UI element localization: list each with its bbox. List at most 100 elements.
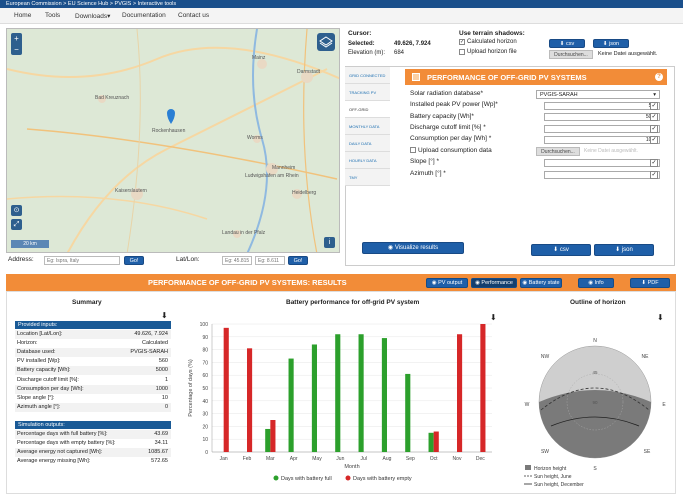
visualize-button[interactable]: ◉ Visualize results: [362, 242, 464, 254]
upload-horizon-checkbox[interactable]: [459, 49, 465, 55]
lon-input[interactable]: [255, 256, 285, 265]
row-value: 1: [164, 376, 168, 383]
battery-input[interactable]: 5000: [544, 113, 660, 121]
nav-tools[interactable]: Tools: [45, 12, 61, 19]
y-tick-label: 80: [202, 348, 208, 354]
bar-empty-nov: [457, 334, 463, 452]
lat-input[interactable]: [222, 256, 252, 265]
table-row: Consumption per day [Wh]: 1000: [15, 384, 171, 394]
row-key: Discharge cutoff limit [%]:: [17, 376, 79, 383]
map[interactable]: Bad Kreuznach Mainz Darmstadt Worms Mann…: [6, 28, 340, 253]
x-tick-label: Mar: [266, 456, 275, 462]
db-label: Solar radiation database*: [410, 90, 483, 97]
bar-full-may: [311, 344, 317, 452]
tab-hourly-data[interactable]: HOURLY DATA: [345, 152, 390, 169]
bar-full-mar: [265, 428, 271, 452]
y-tick-label: 90: [202, 335, 208, 341]
map-canvas[interactable]: Bad Kreuznach Mainz Darmstadt Worms Mann…: [7, 29, 340, 253]
chart-download-icon[interactable]: ⬇: [490, 313, 497, 322]
tab-performance[interactable]: ◉ Performance: [471, 278, 517, 288]
tab-pv-output[interactable]: ◉ PV output: [426, 278, 468, 288]
cutoff-input[interactable]: 40: [544, 125, 660, 133]
peak-input[interactable]: 560: [544, 102, 660, 110]
address-label: Address:: [8, 256, 34, 263]
address-input[interactable]: [44, 256, 120, 265]
y-tick-label: 0: [205, 450, 208, 456]
layers-icon[interactable]: [317, 33, 335, 51]
map-label: Rockenhausen: [152, 128, 186, 134]
nav-home[interactable]: Home: [14, 12, 32, 19]
tab-monthly-data[interactable]: MONTHLY DATA: [345, 118, 390, 135]
y-tick-label: 50: [202, 386, 208, 392]
azimuth-input[interactable]: 0: [544, 171, 660, 179]
slope-input[interactable]: 10: [544, 159, 660, 167]
bar-full-aug: [381, 338, 387, 452]
db-select[interactable]: PVGIS-SARAH ▾: [536, 90, 660, 99]
upload-consumption-checkbox[interactable]: [410, 147, 416, 153]
results-json-button[interactable]: ⬇ json: [594, 244, 654, 256]
latlon-go-button[interactable]: Go!: [288, 256, 308, 265]
x-tick-label: Jan: [220, 456, 228, 462]
x-tick-label: Jul: [360, 456, 366, 462]
y-tick-label: 30: [202, 412, 208, 418]
nav-downloads[interactable]: Downloads▾: [75, 13, 111, 20]
results-csv-button[interactable]: ⬇ csv: [531, 244, 591, 256]
table-row: Database used: PVGIS-SARAH: [15, 348, 171, 358]
table-row: Horizon: Calculated: [15, 339, 171, 349]
tab-daily-data[interactable]: DAILY DATA: [345, 135, 390, 152]
sun-december-line: [550, 416, 640, 427]
row-key: Horizon:: [17, 340, 38, 347]
tab-off-grid[interactable]: OFF-GRID: [345, 101, 390, 118]
consumption-input[interactable]: 1000: [544, 136, 660, 144]
row-value: 43.69: [154, 431, 168, 437]
calculated-horizon-checkbox[interactable]: ✓: [459, 39, 465, 45]
info-icon[interactable]: i: [324, 237, 335, 248]
consumption-browse-button[interactable]: Durchsuchen...: [536, 147, 580, 156]
y-axis-label: Percentage of days (%): [188, 359, 194, 417]
form-title: PERFORMANCE OF OFF-GRID PV SYSTEMS: [427, 73, 587, 82]
row-key: PV installed [Wp]:: [17, 358, 61, 365]
selected-value: 49.626, 7.924: [394, 41, 431, 47]
location-marker-icon[interactable]: [167, 109, 175, 124]
tab-tracking-pv[interactable]: TRACKING PV: [345, 84, 390, 101]
tab-info[interactable]: ◉ Info: [578, 278, 614, 288]
address-go-button[interactable]: Go!: [124, 256, 144, 265]
nav-contact[interactable]: Contact us: [178, 12, 210, 19]
help-icon[interactable]: ?: [655, 73, 663, 81]
slope-label: Slope [°] *: [410, 158, 439, 165]
x-tick-label: Dec: [476, 456, 485, 462]
inputs-header: Provided inputs:: [15, 321, 171, 329]
elevation-value: 684: [394, 50, 405, 56]
battery-performance-chart: 0 10 20 30 40 50 60 70 80 90 100 Jan Feb Mar Apr May Jun…: [188, 322, 492, 482]
nav-documentation[interactable]: Documentation: [122, 12, 166, 19]
horizon-title: Outline of horizon: [570, 299, 626, 306]
summary-download-icon[interactable]: ⬇: [161, 311, 168, 320]
consumption-label: Consumption per day [Wh] *: [410, 135, 492, 142]
horizon-json-button[interactable]: ⬇ json: [593, 39, 629, 48]
summary-title: Summary: [72, 299, 102, 306]
map-label: Bad Kreuznach: [95, 95, 129, 101]
cutoff-label: Discharge cutoff limit [%] *: [410, 124, 486, 131]
x-tick-label: Nov: [453, 456, 462, 462]
table-row: Location [Lat/Lon]: 49.626, 7.924: [15, 330, 171, 340]
zoom-in-icon[interactable]: +: [14, 34, 19, 43]
map-label: Ludwigshafen am Rhein: [245, 173, 299, 179]
horizon-no-file: Keine Datei ausgewählt.: [598, 51, 658, 57]
tab-grid-connected[interactable]: GRID CONNECTED: [345, 67, 390, 84]
pdf-button[interactable]: ⬇ PDF: [630, 278, 670, 288]
y-tick-label: 20: [202, 424, 208, 430]
fullscreen-icon[interactable]: ⤢: [11, 219, 22, 230]
horizon-browse-button[interactable]: Durchsuchen...: [549, 50, 593, 59]
compass-ne: NE: [642, 354, 650, 360]
horizon-download-icon[interactable]: ⬇: [657, 313, 664, 322]
zoom-out-icon[interactable]: −: [14, 45, 19, 54]
locate-icon[interactable]: ⊙: [11, 205, 22, 216]
x-tick-label: May: [312, 456, 322, 462]
tab-battery-state[interactable]: ◉ Battery state: [520, 278, 562, 288]
compass-s: S: [593, 466, 597, 472]
tab-tmy[interactable]: TMY: [345, 169, 390, 186]
azimuth-check-icon: ✓: [650, 171, 658, 179]
table-row: Discharge cutoff limit [%]: 1: [15, 375, 171, 385]
horizon-csv-button[interactable]: ⬇ csv: [549, 39, 585, 48]
y-tick-label: 70: [202, 360, 208, 366]
